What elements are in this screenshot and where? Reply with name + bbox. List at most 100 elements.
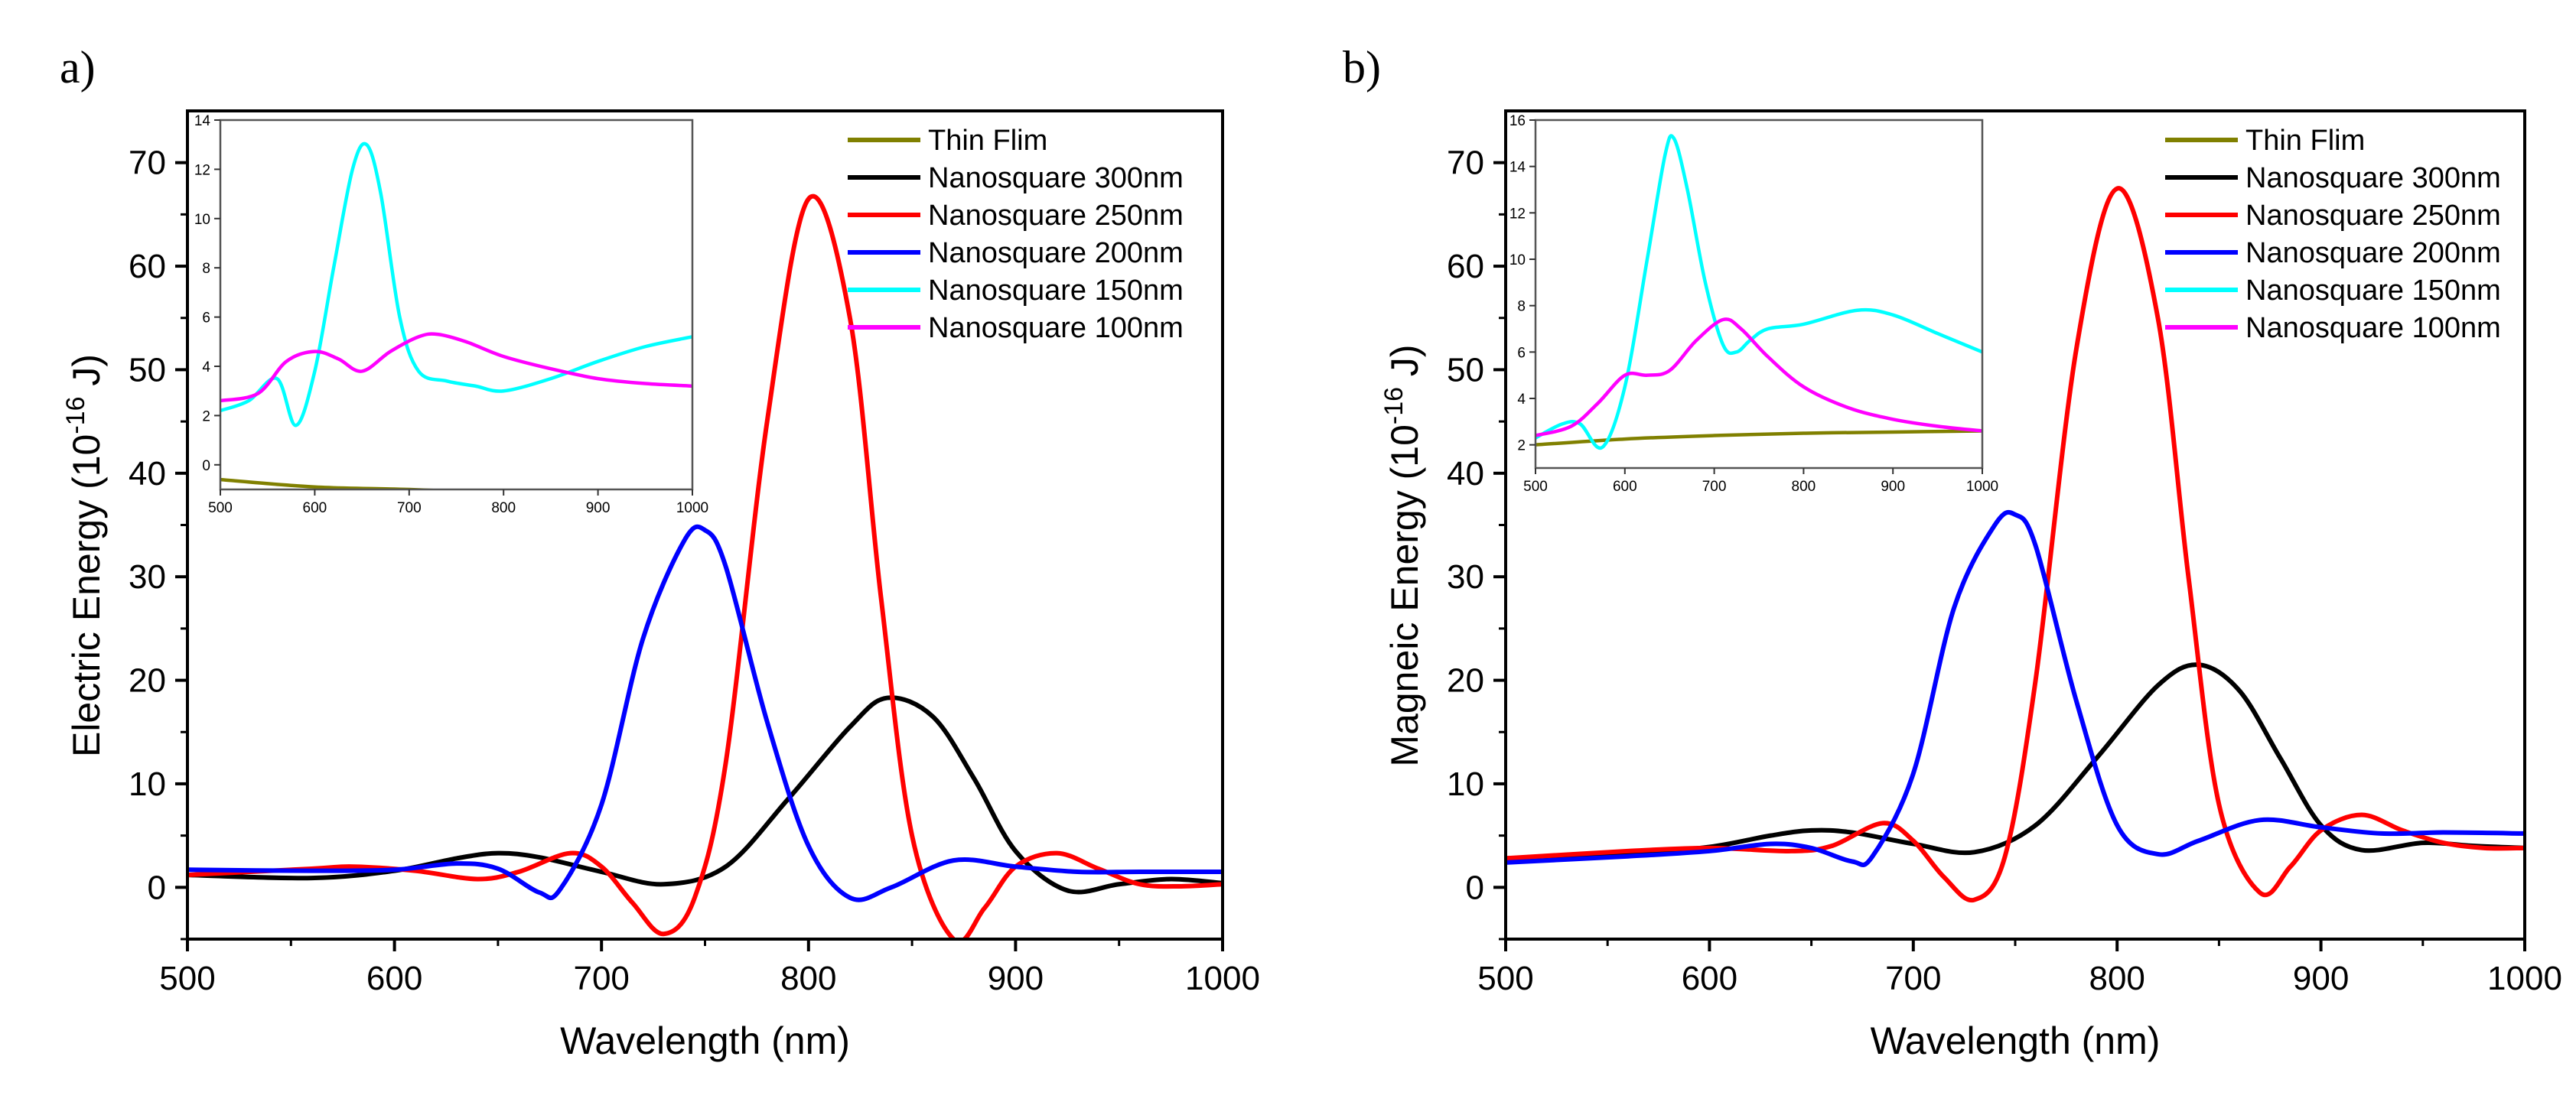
y-tick-label: 20 bbox=[1447, 662, 1484, 700]
inset-series-line-nanosquare-100nm bbox=[220, 332, 692, 403]
inset-y-tick-label: 2 bbox=[1517, 438, 1526, 454]
inset-x-tick-label: 900 bbox=[586, 500, 611, 516]
x-tick-label: 700 bbox=[573, 960, 629, 997]
x-tick-label: 900 bbox=[988, 960, 1044, 997]
inset-series-line-nanosquare-150nm bbox=[1536, 134, 1982, 450]
inset-x-tick-label: 500 bbox=[208, 500, 233, 516]
y-tick-label: 10 bbox=[1447, 766, 1484, 803]
x-tick-label: 1000 bbox=[2487, 960, 2562, 997]
legend-entry: Thin Flim bbox=[928, 125, 1047, 157]
inset-y-tick-label: 8 bbox=[202, 261, 210, 277]
inset-series-group bbox=[1536, 134, 1982, 450]
y-axis-label-exponent: -16 bbox=[1379, 387, 1408, 424]
y-tick-label: 20 bbox=[129, 662, 166, 700]
legend-entry: Nanosquare 150nm bbox=[928, 275, 1184, 307]
x-tick-label: 800 bbox=[780, 960, 836, 997]
y-axis-label-exponent: -16 bbox=[61, 397, 90, 434]
legend-entry: Nanosquare 200nm bbox=[928, 237, 1184, 269]
series-line-nanosquare-250nm bbox=[1506, 186, 2525, 903]
inset-x-tick-label: 800 bbox=[491, 500, 516, 516]
y-tick-label: 0 bbox=[148, 869, 166, 906]
legend-entry: Nanosquare 150nm bbox=[2245, 275, 2501, 307]
inset-y-tick-label: 14 bbox=[194, 113, 211, 129]
inset-background bbox=[220, 120, 692, 489]
inset-y-tick-label: 6 bbox=[1517, 345, 1526, 361]
inset-background bbox=[1536, 120, 1982, 468]
y-tick-label: 50 bbox=[129, 351, 166, 388]
inset-x-tick-label: 1000 bbox=[1966, 479, 1998, 495]
legend: Thin Flim Nanosquare 300nm Nanosquare 250n… bbox=[848, 125, 1184, 344]
inset-series-line-nanosquare-150nm bbox=[220, 141, 692, 427]
x-axis-label: Wavelength (nm) bbox=[560, 1019, 850, 1062]
inset-x-tick-label: 1000 bbox=[676, 500, 708, 516]
y-axis-label-unit: J) bbox=[1383, 344, 1426, 387]
y-tick-label: 70 bbox=[1447, 145, 1484, 182]
legend-entry: Nanosquare 250nm bbox=[2245, 200, 2501, 232]
inset-y-tick-label: 0 bbox=[202, 458, 210, 474]
panel-a-label: a) bbox=[60, 42, 96, 93]
y-tick-label: 50 bbox=[1447, 351, 1484, 388]
inset-y-tick-label: 8 bbox=[1517, 299, 1526, 315]
inset-y-tick-label: 4 bbox=[202, 359, 210, 375]
legend-entry: Nanosquare 100nm bbox=[2245, 312, 2501, 344]
panel-b-chart: 500 600 700 800 900 1000 0 10 20 30 40 50 60 70 Wavele… bbox=[1379, 109, 2562, 1062]
inset-frame bbox=[219, 119, 694, 491]
inset-y-tick-label: 14 bbox=[1509, 160, 1526, 176]
inset-x-tick-label: 800 bbox=[1792, 479, 1816, 495]
series-group bbox=[187, 193, 1223, 939]
x-tick-label: 1000 bbox=[1185, 960, 1260, 997]
y-tick-label: 30 bbox=[129, 558, 166, 596]
legend-entry: Nanosquare 300nm bbox=[928, 162, 1184, 194]
inset-frame bbox=[1534, 119, 1984, 470]
y-axis-label: Electric Energy (10-16 J) bbox=[61, 354, 108, 757]
y-tick-label: 40 bbox=[129, 455, 166, 492]
y-axis-label: Magneic Energy (10-16 J) bbox=[1379, 344, 1426, 766]
inset-series-line-nanosquare-100nm bbox=[1536, 317, 1982, 437]
series-line-nanosquare-200nm bbox=[1506, 509, 2525, 867]
inset-y-tick-label: 4 bbox=[1517, 392, 1526, 408]
inset-series-line-thin-flim bbox=[220, 477, 454, 489]
legend: Thin Flim Nanosquare 300nm Nanosquare 250n… bbox=[2165, 125, 2501, 344]
inset-y-tick-label: 10 bbox=[194, 212, 210, 228]
y-axis-label-text: Magneic Energy (10 bbox=[1383, 424, 1426, 766]
y-tick-label: 0 bbox=[1466, 869, 1484, 906]
x-tick-label: 900 bbox=[2293, 960, 2349, 997]
y-tick-label: 70 bbox=[129, 145, 166, 182]
inset-x-tick-label: 900 bbox=[1881, 479, 1905, 495]
series-line-nanosquare-250nm bbox=[187, 193, 1223, 939]
legend-entry: Nanosquare 100nm bbox=[928, 312, 1184, 344]
panel-a-chart: 500 600 700 800 900 1000010203040506070Wavele… bbox=[61, 109, 1260, 1062]
series-line-nanosquare-200nm bbox=[187, 524, 1223, 902]
inset-y-tick-label: 16 bbox=[1509, 113, 1526, 129]
inset-x-tick-label: 600 bbox=[303, 500, 327, 516]
x-tick-label: 700 bbox=[1885, 960, 1941, 997]
x-tick-label: 800 bbox=[2089, 960, 2144, 997]
x-tick-label: 600 bbox=[366, 960, 422, 997]
inset-chart: 500 600 700 800 900 1000 0 2 4 6 8 10 12 14 bbox=[194, 113, 708, 516]
inset-x-tick-label: 600 bbox=[1613, 479, 1637, 495]
inset-x-tick-label: 700 bbox=[397, 500, 422, 516]
x-axis-label: Wavelength (nm) bbox=[1871, 1019, 2161, 1062]
legend-entry: Nanosquare 200nm bbox=[2245, 237, 2501, 269]
x-tick-label: 500 bbox=[1477, 960, 1533, 997]
series-line-nanosquare-300nm bbox=[187, 695, 1223, 895]
panel-b-label: b) bbox=[1343, 42, 1381, 93]
y-tick-label: 10 bbox=[129, 766, 166, 803]
legend-entry: Thin Flim bbox=[2245, 125, 2365, 157]
inset-series-line-thin-flim bbox=[1536, 429, 1982, 447]
inset-x-tick-label: 500 bbox=[1523, 479, 1548, 495]
inset-chart: 500 600 700 800 900 1000 2 4 6 8 10 12 14 16 bbox=[1509, 113, 1998, 495]
y-axis-label-unit: J) bbox=[65, 354, 108, 397]
inset-y-tick-label: 6 bbox=[202, 310, 210, 327]
x-tick-label: 500 bbox=[159, 960, 215, 997]
y-axis-label-text: Electric Energy (10 bbox=[65, 434, 108, 757]
inset-y-tick-label: 2 bbox=[202, 408, 210, 424]
y-tick-label: 40 bbox=[1447, 455, 1484, 492]
inset-y-tick-label: 12 bbox=[194, 162, 210, 178]
series-line-nanosquare-300nm bbox=[1506, 662, 2525, 861]
legend-entry: Nanosquare 300nm bbox=[2245, 162, 2501, 194]
x-tick-label: 600 bbox=[1682, 960, 1737, 997]
y-tick-label: 60 bbox=[1447, 248, 1484, 285]
inset-y-tick-label: 12 bbox=[1509, 206, 1526, 222]
